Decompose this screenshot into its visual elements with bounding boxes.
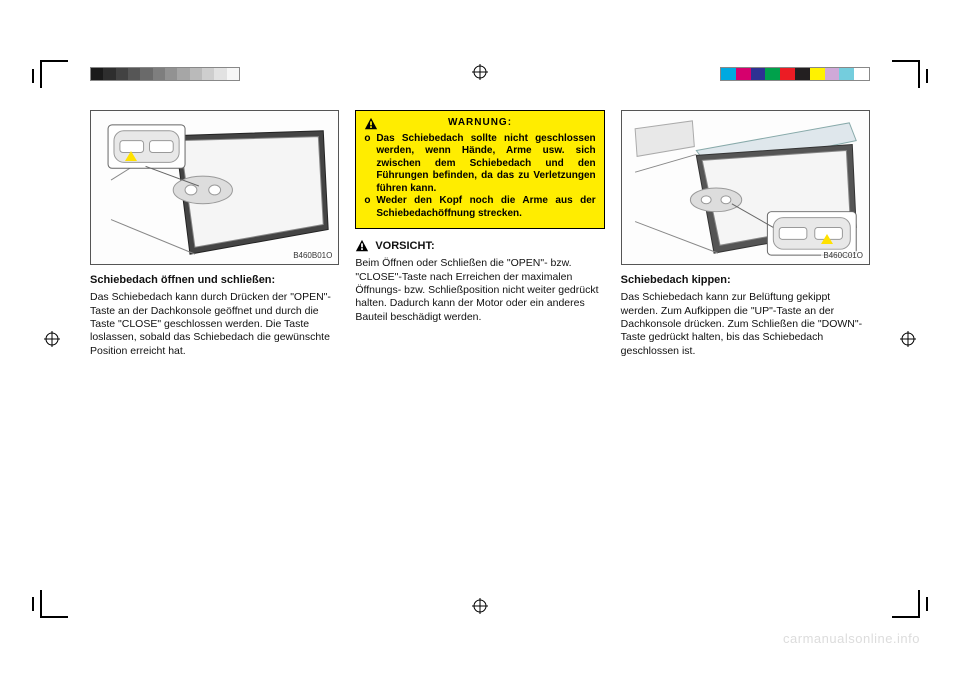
highlight-marker-icon [821, 234, 833, 244]
color-swatch [854, 68, 869, 80]
caution-triangle-icon [355, 239, 369, 253]
column-right: B460C01O Schiebedach kippen: Das Schiebe… [621, 110, 870, 558]
gray-swatch [190, 68, 202, 80]
watermark-text: carmanualsonline.info [783, 631, 920, 646]
caution-body-text: Beim Öffnen oder Schließen die "OPEN"- b… [355, 257, 604, 324]
gray-swatch [227, 68, 239, 80]
gray-swatch [116, 68, 128, 80]
color-swatch [825, 68, 840, 80]
gray-swatch [214, 68, 226, 80]
color-swatch [795, 68, 810, 80]
crop-mark-top-right [892, 60, 920, 88]
column-left: B460B01O Schiebedach öffnen und schließe… [90, 110, 339, 558]
gray-swatch [91, 68, 103, 80]
color-swatch [736, 68, 751, 80]
crop-mark-top-left [40, 60, 68, 88]
tilt-body-text: Das Schiebedach kann zur Belüftung gekip… [621, 291, 870, 358]
color-swatch [765, 68, 780, 80]
crop-mark-bottom-right [892, 590, 920, 618]
warning-item-text: Weder den Kopf noch die Arme aus der Sch… [376, 195, 595, 220]
warning-triangle-icon [364, 117, 378, 131]
bullet: o [364, 133, 376, 196]
page-content: B460B01O Schiebedach öffnen und schließe… [90, 110, 870, 558]
gray-swatch [177, 68, 189, 80]
warning-item: oDas Schiebedach sollte nicht geschlosse… [364, 133, 595, 196]
registration-target-right [900, 331, 916, 347]
gray-swatch [153, 68, 165, 80]
warning-item-text: Das Schiebedach sollte nicht geschlossen… [376, 133, 595, 196]
gray-swatch [140, 68, 152, 80]
warning-item: oWeder den Kopf noch die Arme aus der Sc… [364, 195, 595, 220]
tilt-heading: Schiebedach kippen: [621, 273, 870, 287]
caution-title: VORSICHT: [375, 239, 434, 253]
bullet: o [364, 195, 376, 220]
illustration-id-label: B460C01O [821, 251, 865, 261]
color-swatch [721, 68, 736, 80]
color-swatch [839, 68, 854, 80]
gray-swatch [165, 68, 177, 80]
sunroof-illustration-svg [91, 111, 338, 264]
registration-target-left [44, 331, 60, 347]
gray-density-bar [90, 67, 240, 81]
open-close-heading: Schiebedach öffnen und schließen: [90, 273, 339, 287]
crop-mark-bottom-left [40, 590, 68, 618]
highlight-marker-icon [125, 151, 137, 161]
registration-target-bottom [472, 598, 488, 614]
color-swatch [780, 68, 795, 80]
gray-swatch [202, 68, 214, 80]
caution-heading-row: VORSICHT: [355, 239, 604, 253]
registration-target-top [472, 64, 488, 80]
warning-items-list: oDas Schiebedach sollte nicht geschlosse… [364, 133, 595, 221]
column-center: WARNUNG: oDas Schiebedach sollte nicht g… [355, 110, 604, 558]
color-registration-bar [720, 67, 870, 81]
warning-title: WARNUNG: [364, 117, 595, 130]
open-close-body-text: Das Schiebedach kann durch Drücken der "… [90, 291, 339, 358]
gray-swatch [103, 68, 115, 80]
color-swatch [810, 68, 825, 80]
sunroof-tilt-illustration: B460C01O [621, 110, 870, 265]
illustration-id-label: B460B01O [291, 251, 334, 261]
sunroof-open-close-illustration: B460B01O [90, 110, 339, 265]
color-swatch [751, 68, 766, 80]
warning-box: WARNUNG: oDas Schiebedach sollte nicht g… [355, 110, 604, 229]
gray-swatch [128, 68, 140, 80]
